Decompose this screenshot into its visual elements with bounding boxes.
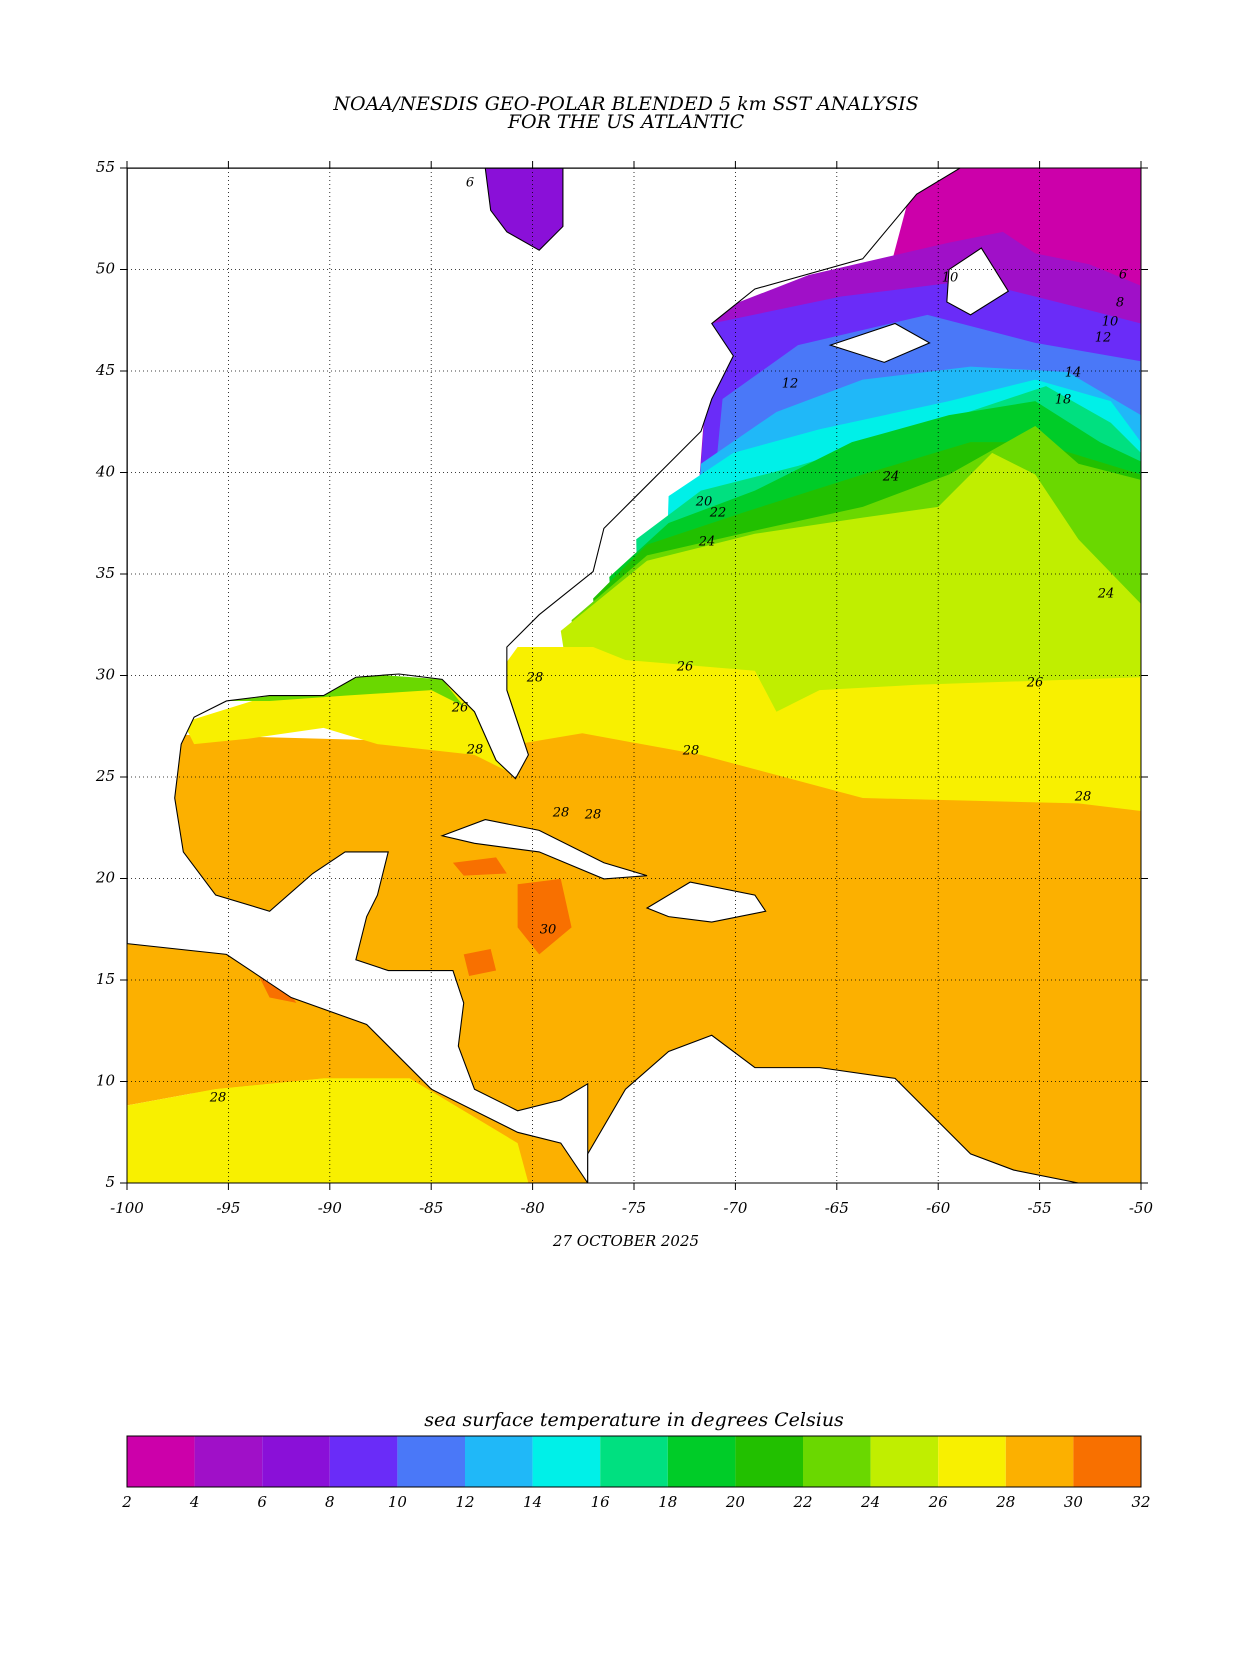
north-america bbox=[127, 168, 962, 1183]
contour-label: 26 bbox=[1026, 676, 1044, 691]
contour-label: 10 bbox=[942, 271, 959, 286]
colorbar-frame bbox=[126, 1435, 1142, 1488]
colorbar-tick-label: 26 bbox=[928, 1493, 949, 1511]
colorbar-tick-label: 14 bbox=[523, 1493, 542, 1511]
contour-label: 28 bbox=[552, 806, 570, 821]
y-tick-label: 50 bbox=[96, 260, 116, 278]
x-tick-label: -90 bbox=[318, 1199, 343, 1217]
sst-band bbox=[226, 674, 464, 707]
x-tick-label: -85 bbox=[419, 1199, 443, 1217]
contour-label: 28 bbox=[209, 1091, 227, 1106]
colorbar-tick-label: 24 bbox=[860, 1493, 880, 1511]
colorbar-tick-label: 10 bbox=[388, 1493, 408, 1511]
contour-label: 28 bbox=[1074, 790, 1092, 805]
contour-label: 20 bbox=[695, 495, 713, 510]
contour-label: 12 bbox=[1095, 331, 1112, 346]
colorbar-swatch bbox=[127, 1436, 195, 1487]
sst-band bbox=[127, 733, 1141, 1183]
date: 27 OCTOBER 2025 bbox=[552, 1232, 699, 1250]
x-tick-label: -60 bbox=[926, 1199, 951, 1217]
y-tick-label: 45 bbox=[95, 361, 115, 379]
y-tick-label: 5 bbox=[105, 1173, 115, 1191]
colorbar-swatch bbox=[194, 1436, 263, 1487]
y-tick-label: 20 bbox=[95, 869, 116, 887]
sst-band bbox=[452, 857, 507, 876]
colorbar-tick-label: 4 bbox=[189, 1493, 200, 1511]
colorbar-tick-label: 16 bbox=[591, 1493, 611, 1511]
contour-label: 12 bbox=[782, 377, 799, 392]
colorbar-tick-label: 22 bbox=[792, 1493, 812, 1511]
x-tick-label: -100 bbox=[110, 1199, 144, 1217]
colorbar-swatch bbox=[262, 1436, 330, 1487]
colorbar-swatch bbox=[1073, 1436, 1141, 1487]
colorbar-swatch bbox=[667, 1436, 736, 1487]
map-area bbox=[127, 168, 1141, 1183]
colorbar-swatch bbox=[1005, 1436, 1074, 1487]
colorbar-tick-label: 12 bbox=[455, 1493, 474, 1511]
colorbar-swatch bbox=[735, 1436, 803, 1487]
colorbar-tick-label: 8 bbox=[325, 1493, 335, 1511]
colorbar-tick-label: 28 bbox=[995, 1493, 1015, 1511]
subtitle: FOR THE US ATLANTIC bbox=[507, 111, 745, 133]
x-tick-label: -80 bbox=[521, 1199, 546, 1217]
y-tick-label: 30 bbox=[96, 666, 116, 684]
colorbar-swatch bbox=[938, 1436, 1006, 1487]
contour-label: 28 bbox=[526, 671, 544, 686]
sst-band bbox=[463, 948, 497, 976]
south-america bbox=[587, 1034, 1079, 1183]
contour-label: 24 bbox=[882, 470, 900, 485]
contour-label: 6 bbox=[1119, 268, 1127, 283]
y-tick-label: 25 bbox=[95, 767, 115, 785]
contour-label: 26 bbox=[676, 660, 694, 675]
map-shapes bbox=[127, 168, 1141, 1183]
x-tick-label: -65 bbox=[825, 1199, 849, 1217]
sst-band bbox=[517, 878, 572, 955]
contour-label: 6 bbox=[466, 176, 474, 191]
colorbar-tick-label: 2 bbox=[121, 1493, 132, 1511]
colorbar-swatch bbox=[600, 1436, 668, 1487]
colorbar-swatch bbox=[465, 1436, 533, 1487]
contour-label: 14 bbox=[1065, 366, 1082, 381]
colorbar-tick-label: 32 bbox=[1131, 1493, 1150, 1511]
colorbar-swatch bbox=[803, 1436, 871, 1487]
y-tick-label: 10 bbox=[96, 1072, 116, 1090]
y-tick-label: 15 bbox=[96, 970, 115, 988]
x-tick-label: -70 bbox=[723, 1199, 748, 1217]
colorbar-swatch bbox=[397, 1436, 465, 1487]
sst-band bbox=[183, 679, 507, 772]
x-tick-label: -75 bbox=[622, 1199, 646, 1217]
colorbar-swatch bbox=[870, 1436, 939, 1487]
contour-label: 24 bbox=[698, 535, 716, 550]
contour-label: 28 bbox=[584, 808, 602, 823]
contour-label: 24 bbox=[1097, 587, 1115, 602]
nova-scotia bbox=[828, 322, 931, 363]
x-tick-label: -55 bbox=[1028, 1199, 1052, 1217]
hispaniola bbox=[645, 881, 767, 923]
cuba bbox=[440, 819, 648, 880]
colorbar-tick-label: 20 bbox=[725, 1493, 746, 1511]
x-tick-label: -50 bbox=[1129, 1199, 1154, 1217]
colorbar-swatch bbox=[329, 1436, 398, 1487]
contour-label: 30 bbox=[540, 923, 557, 938]
contour-label: 22 bbox=[709, 506, 727, 521]
y-tick-label: 55 bbox=[96, 158, 115, 176]
contour-label: 26 bbox=[451, 701, 469, 716]
contour-label: 28 bbox=[682, 744, 700, 759]
title: NOAA/NESDIS GEO-POLAR BLENDED 5 km SST A… bbox=[332, 93, 918, 115]
y-tick-label: 35 bbox=[96, 564, 115, 582]
contour-label: 8 bbox=[1116, 296, 1124, 311]
colorbar-tick-label: 18 bbox=[658, 1493, 677, 1511]
contour-label: 18 bbox=[1055, 393, 1072, 408]
y-tick-label: 40 bbox=[95, 463, 116, 481]
contour-label: 10 bbox=[1102, 315, 1119, 330]
colorbar-tick-label: 30 bbox=[1064, 1493, 1084, 1511]
colorbar-swatch bbox=[532, 1436, 601, 1487]
colorbar-tick-label: 6 bbox=[257, 1493, 267, 1511]
contour-label: 28 bbox=[466, 743, 484, 758]
x-tick-label: -95 bbox=[216, 1199, 240, 1217]
sst-band bbox=[127, 1078, 529, 1183]
colorbar-label: sea surface temperature in degrees Celsi… bbox=[424, 1409, 844, 1431]
newfoundland bbox=[946, 247, 1010, 316]
